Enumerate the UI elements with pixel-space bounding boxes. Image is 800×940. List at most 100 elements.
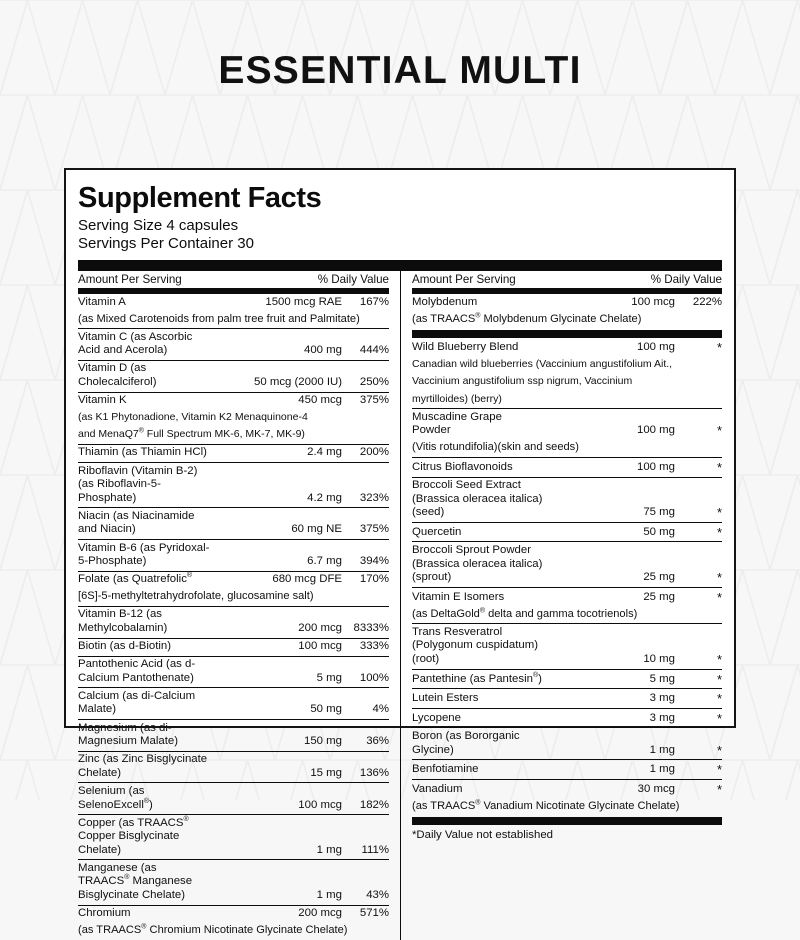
nutrient-name: Thiamin (as Thiamin HCl): [78, 443, 210, 463]
nutrient-amount: 2.4 mg: [210, 443, 342, 463]
nutrient-amount: 10 mg: [543, 623, 675, 670]
nutrient-source-text: Vaccinium angustifolium ssp nigrum, Vacc…: [412, 375, 633, 388]
nutrient-source-row: (as TRAACS® Vanadium Nicotinate Glycinat…: [412, 798, 722, 815]
nutrient-amount: 3 mg: [543, 707, 675, 728]
nutrient-daily-value: *: [675, 727, 722, 760]
serving-size-line: Serving Size 4 capsules: [78, 217, 239, 234]
nutrient-source-text: [6S]-5-methyltetrahydrofolate, glucosami…: [78, 590, 314, 603]
nutrient-name: Magnesium (as di-Magnesium Malate): [78, 719, 210, 752]
nutrient-row: Wild Blueberry Blend 100 mg *: [412, 338, 722, 357]
nutrient-name: Molybdenum: [412, 295, 478, 308]
nutrient-source-row: (as TRAACS® Molybdenum Glycinate Chelate…: [412, 311, 722, 328]
nutrient-daily-value: *: [675, 456, 722, 478]
nutrient-daily-value: *: [716, 340, 722, 356]
nutrient-daily-value: 222%: [692, 295, 722, 308]
nutrient-name: Vanadium: [412, 778, 544, 799]
nutrient-row: Pantothenic Acid (as d-Calcium Pantothen…: [78, 655, 389, 688]
nutrient-name: Vitamin A: [78, 295, 126, 308]
nutrient-source-text: Canadian wild blueberries (Vaccinium ang…: [412, 358, 673, 371]
supplement-facts-heading: Supplement Facts: [78, 182, 322, 214]
nutrient-amount: 1 mg: [210, 859, 342, 906]
nutrition-table-right: Amount Per Serving % Daily Value: [412, 271, 722, 288]
nutrient-name: Quercetin: [412, 521, 544, 542]
nutrient-amount: 5 mg: [543, 668, 675, 689]
nutrient-daily-value: *: [675, 668, 722, 689]
nutrient-row: Pantethine (as Pantesin®) 5 mg *: [412, 668, 722, 689]
nutrient-row: Broccoli Sprout Powder (Brassica olerace…: [412, 541, 722, 588]
nutrient-row: Benfotiamine 1 mg *: [412, 759, 722, 780]
nutrient-amount: 100 mcg: [210, 637, 342, 657]
nutrient-daily-value: 43%: [342, 859, 389, 906]
nutrient-amount: 100 mcg: [631, 295, 675, 308]
nutrient-name: Vitamin B-6 (as Pyridoxal-5-Phosphate): [78, 539, 210, 572]
nutrient-daily-value: 8333%: [342, 605, 389, 639]
nutrient-amount: 200 mcg: [210, 904, 342, 923]
nutrient-amount: 25 mg: [543, 541, 675, 588]
nutrient-amount: 50 mg: [543, 521, 675, 542]
nutrient-source-text: (as DeltaGold® delta and gamma tocotrien…: [412, 607, 638, 620]
nutrient-name: Vitamin D (as Cholecalciferol): [78, 359, 210, 393]
nutrition-rows-left: Vitamin A 1500 mcg RAE 167% (as Mixed Carot…: [78, 294, 389, 940]
nutrient-row: Vitamin A 1500 mcg RAE 167%: [78, 294, 389, 311]
nutrient-name: Benfotiamine: [412, 759, 544, 780]
nutrient-source-text: (as TRAACS® Chromium Nicotinate Glycinat…: [78, 923, 348, 937]
nutrient-amount: 100 mg: [543, 456, 675, 478]
nutrient-daily-value: *: [675, 408, 722, 440]
daily-value-header: % Daily Value: [317, 272, 389, 286]
nutrient-row: Muscadine Grape Powder 100 mg *: [412, 408, 722, 440]
nutrient-name: Vitamin C (as Ascorbic Acid and Acerola): [78, 328, 210, 361]
nutrient-source-text: (as Mixed Carotenoids from palm tree fru…: [78, 312, 360, 325]
nutrient-daily-value: 136%: [342, 750, 389, 783]
nutrient-amount: 50 mg: [210, 687, 342, 720]
nutrient-source-row: (as TRAACS® Chromium Nicotinate Glycinat…: [78, 923, 389, 940]
nutrient-row: Quercetin 50 mg *: [412, 521, 722, 542]
nutrient-name: Riboflavin (Vitamin B-2) (as Riboflavin-…: [78, 462, 210, 508]
nutrient-amount: 200 mcg: [210, 605, 342, 639]
nutrient-source-row: (Vitis rotundifolia)(skin and seeds): [412, 440, 722, 458]
nutrient-daily-value: *: [675, 688, 722, 709]
nutrient-amount: 60 mg NE: [210, 507, 342, 540]
nutrition-column-right: Amount Per Serving % Daily Value Molybden…: [400, 271, 722, 940]
nutrient-row: Vitamin E Isomers 25 mg *: [412, 586, 722, 607]
nutrient-daily-value: 4%: [342, 687, 389, 720]
nutrient-name: Pantothenic Acid (as d-Calcium Pantothen…: [78, 655, 210, 688]
nutrient-amount: 4.2 mg: [210, 462, 342, 508]
nutrient-amount: 100 mcg: [210, 782, 342, 815]
nutrient-name: Broccoli Seed Extract (Brassica oleracea…: [412, 476, 544, 523]
nutrient-row: Niacin (as Niacinamide and Niacin) 60 mg …: [78, 507, 389, 540]
nutrient-source-row: (as Mixed Carotenoids from palm tree fru…: [78, 311, 389, 329]
nutrient-daily-value: *: [675, 586, 722, 607]
nutrient-daily-value: 167%: [359, 295, 389, 308]
nutrient-row: Vitamin C (as Ascorbic Acid and Acerola)…: [78, 328, 389, 361]
nutrient-source-row: Canadian wild blueberries (Vaccinium ang…: [412, 357, 722, 374]
nutrient-row: Biotin (as d-Biotin) 100 mcg 333%: [78, 637, 389, 657]
nutrient-source-text: (as K1 Phytonadione, Vitamin K2 Menaquin…: [78, 411, 308, 424]
nutrient-source-text: myrtilloides) (berry): [412, 392, 502, 405]
nutrient-amount: 6.7 mg: [210, 539, 342, 572]
nutrient-daily-value: *: [675, 476, 722, 523]
nutrition-table-left: Amount Per Serving % Daily Value: [78, 271, 389, 288]
nutrient-daily-value: 571%: [342, 904, 389, 923]
page-title: ESSENTIAL MULTI: [218, 49, 582, 92]
nutrient-amount: 680 mcg DFE: [210, 570, 342, 589]
nutrient-row: Vitamin B-12 (as Methylcobalamin) 200 mcg…: [78, 605, 389, 639]
nutrient-row: Vitamin D (as Cholecalciferol) 50 mcg (20…: [78, 359, 389, 393]
nutrient-daily-value: 394%: [342, 539, 389, 572]
nutrient-daily-value: 375%: [342, 391, 389, 410]
nutrient-row: Thiamin (as Thiamin HCl) 2.4 mg 200%: [78, 443, 389, 463]
nutrient-amount: 100 mg: [543, 408, 675, 440]
nutrient-row: Molybdenum 100 mcg 222%: [412, 294, 722, 311]
nutrient-amount: 25 mg: [543, 586, 675, 607]
nutrient-row: Vanadium 30 mcg *: [412, 778, 722, 799]
daily-value-footnote: *Daily Value not established: [412, 829, 553, 842]
nutrient-row: Vitamin K 450 mcg 375%: [78, 391, 389, 410]
nutrient-amount: 150 mg: [210, 719, 342, 752]
nutrient-amount: 75 mg: [543, 476, 675, 523]
nutrient-name: Trans Resveratrol (Polygonum cuspidatum)…: [412, 623, 544, 670]
nutrient-source-text: (Vitis rotundifolia)(skin and seeds): [412, 441, 579, 454]
nutrient-row: Folate (as Quatrefolic® 680 mcg DFE 170%: [78, 570, 389, 589]
supplement-facts-panel: Supplement Facts Serving Size 4 capsules…: [64, 168, 736, 940]
nutrition-rows-right-top: Molybdenum 100 mcg 222% (as TRAACS® Molybde…: [412, 294, 722, 328]
nutrient-amount: 1 mg: [543, 759, 675, 780]
amount-per-serving-header: Amount Per Serving: [78, 272, 182, 286]
